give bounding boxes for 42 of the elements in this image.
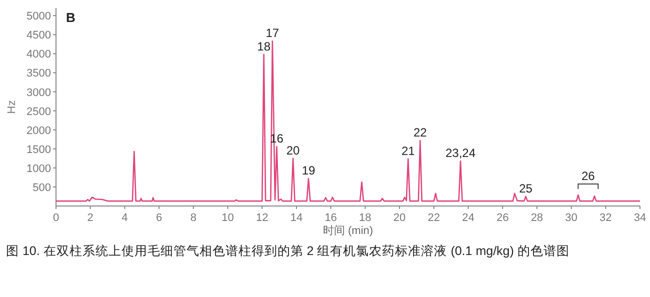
y-tick-label: 3500 — [26, 68, 51, 80]
x-axis-title: 时间 (min) — [322, 224, 374, 237]
x-tick-label: 0 — [52, 212, 60, 224]
x-tick-label: 32 — [600, 212, 612, 224]
annotation: 26 — [581, 168, 596, 183]
x-tick-label: 2 — [87, 212, 94, 224]
x-tick-label: 18 — [359, 212, 372, 224]
x-tick-label: 12 — [256, 212, 268, 224]
x-tick-label: 22 — [428, 212, 440, 224]
x-tick-label: 34 — [634, 212, 646, 224]
y-tick-label: 4500 — [26, 30, 51, 42]
annotation: 22 — [413, 126, 428, 140]
y-tick-label: 2000 — [26, 124, 51, 137]
y-tick-label: 1500 — [26, 144, 51, 156]
chart-title: B — [66, 10, 76, 25]
x-tick-label: 28 — [530, 212, 544, 224]
annotation: 20 — [286, 143, 300, 158]
annotation: 23,24 — [445, 146, 476, 160]
annotation: 17 — [266, 26, 280, 40]
y-tick-label: 5000 — [26, 10, 51, 23]
x-tick-label: 30 — [565, 212, 578, 224]
annotation: 21 — [401, 144, 416, 158]
x-tick-label: 20 — [393, 212, 406, 224]
y-tick-label: 500 — [32, 182, 51, 194]
annotation: 25 — [519, 181, 533, 196]
x-tick-label: 16 — [324, 212, 337, 224]
x-tick-label: 8 — [190, 212, 196, 224]
x-tick-label: 4 — [122, 212, 128, 224]
line-series — [55, 40, 641, 202]
x-tick-label: 26 — [496, 212, 509, 224]
annotation: 19 — [302, 164, 316, 178]
x-tick-label: 10 — [222, 212, 234, 224]
y-tick-label: 1000 — [26, 162, 51, 175]
x-tick-label: 14 — [290, 212, 303, 224]
y-tick-label: 4000 — [26, 48, 51, 61]
y-tick-label: 3000 — [26, 86, 51, 99]
y-tick-label: 2500 — [26, 106, 51, 118]
x-tick-label: 24 — [462, 212, 474, 224]
annotation: 18 — [257, 39, 271, 54]
caption: 图 10. 在双柱系统上使用毛细管气相色谱柱得到的第 2 组有机氯农药标准溶液 (0.1 mg/kg) 的色谱图 — [6, 243, 570, 260]
y-axis-title: Hz — [6, 100, 18, 114]
x-tick-label: 6 — [156, 212, 162, 224]
